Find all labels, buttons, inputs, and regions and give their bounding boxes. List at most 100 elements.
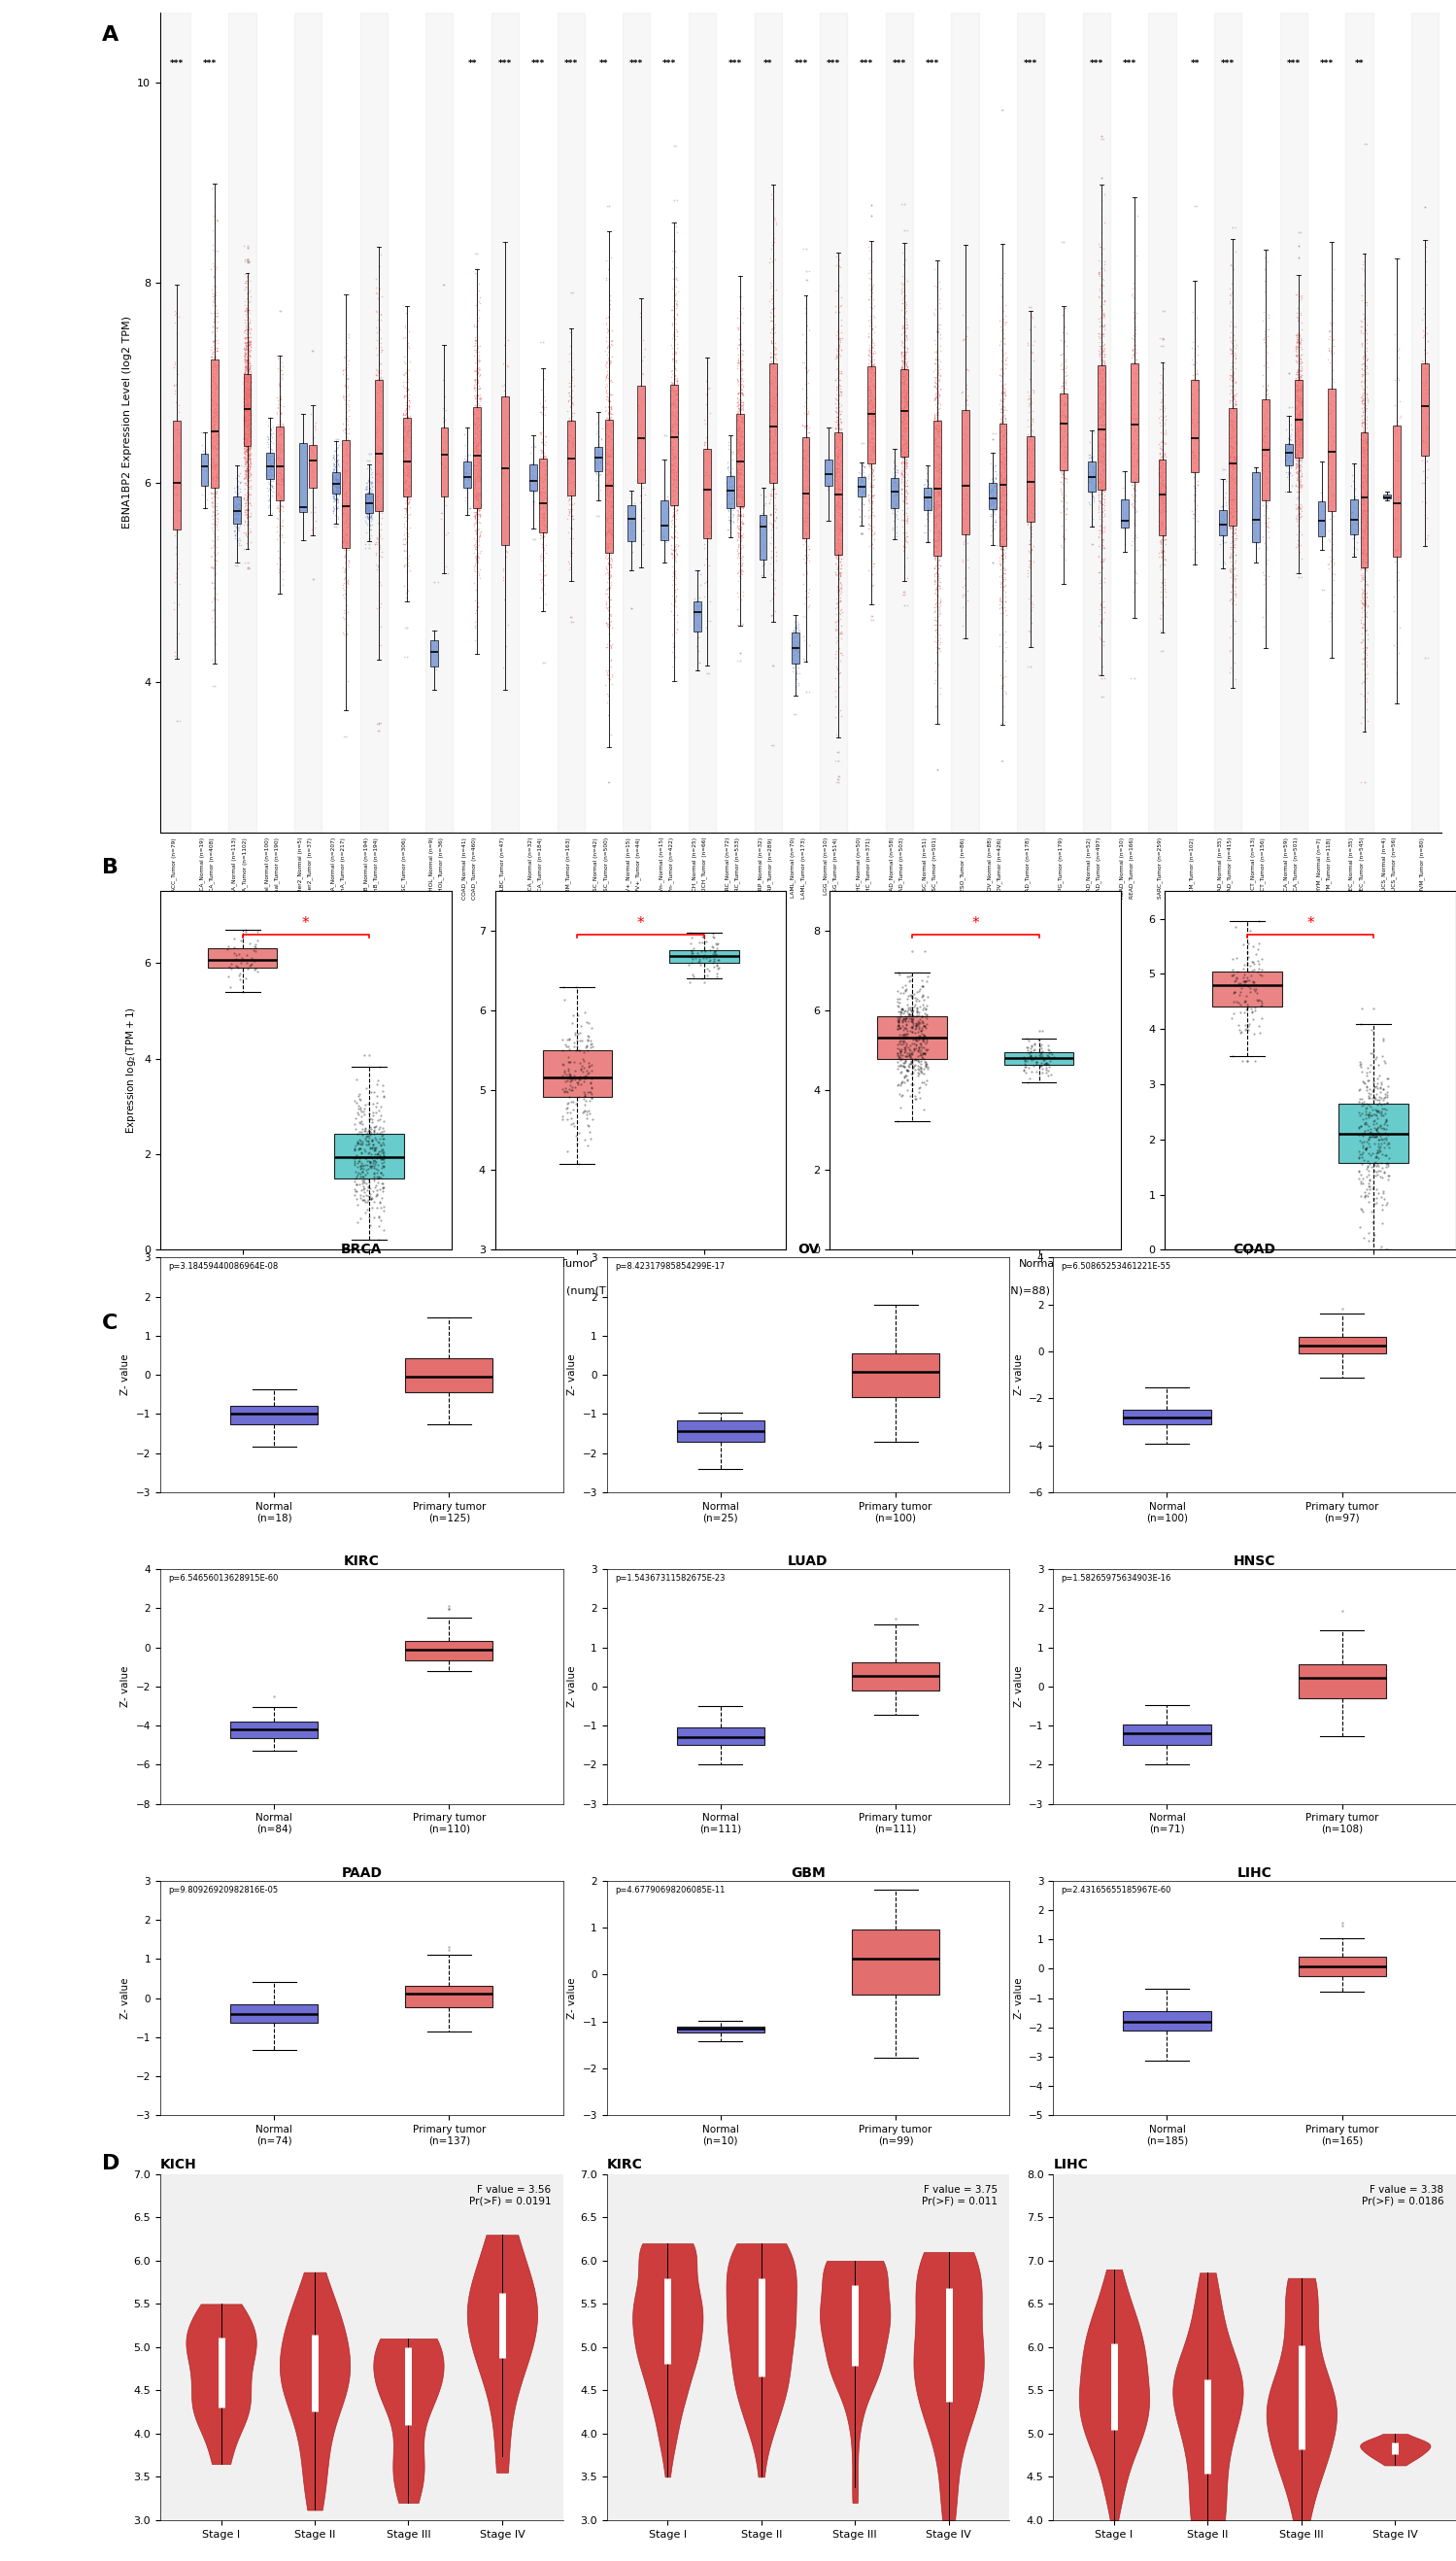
Point: [795, 512, 818, 553]
Point: [395, 507, 418, 548]
Point: [826, 581, 849, 622]
Point: [1035, 1035, 1059, 1076]
Point: [891, 389, 914, 430]
Point: [890, 435, 913, 476]
Point: [596, 405, 619, 446]
Point: [1286, 297, 1309, 338]
Point: [237, 415, 261, 456]
Point: [236, 448, 259, 489]
Point: [531, 507, 555, 548]
Point: [993, 494, 1016, 535]
Point: [363, 1070, 386, 1111]
Point: [890, 443, 913, 484]
Point: [577, 1053, 600, 1094]
Point: [1286, 384, 1309, 425]
Point: [890, 330, 913, 371]
Point: [828, 433, 852, 474]
Point: [994, 520, 1018, 561]
Point: [665, 489, 689, 530]
Point: [990, 497, 1013, 538]
Point: [993, 412, 1016, 453]
Point: [725, 433, 748, 474]
Point: [913, 1017, 936, 1058]
Point: [894, 415, 917, 456]
Point: [559, 366, 582, 407]
Point: [562, 1022, 585, 1063]
Point: [893, 425, 916, 466]
Point: [236, 379, 259, 420]
Point: [1016, 384, 1040, 425]
Point: [893, 545, 916, 586]
Point: [1016, 1027, 1040, 1068]
Point: [929, 515, 952, 556]
Point: [725, 497, 748, 538]
Point: [303, 440, 326, 481]
Point: [1369, 1158, 1392, 1199]
Point: [397, 481, 421, 522]
Point: [469, 433, 492, 474]
Point: [891, 364, 914, 405]
Point: [322, 476, 345, 517]
Point: [1284, 451, 1307, 492]
Point: [925, 341, 948, 382]
Point: [795, 351, 818, 392]
Point: [205, 397, 229, 438]
Point: [357, 1132, 380, 1173]
Point: [1077, 461, 1101, 502]
Point: [271, 515, 294, 556]
Point: [989, 325, 1012, 366]
Point: [594, 545, 617, 586]
Point: [1077, 456, 1101, 497]
Point: [1354, 627, 1377, 668]
Point: [239, 415, 262, 456]
Point: [863, 494, 887, 535]
Point: [981, 494, 1005, 535]
Point: [1284, 425, 1307, 466]
Point: [1088, 481, 1111, 522]
Point: [925, 407, 948, 448]
Text: C: C: [102, 1314, 118, 1334]
Point: [236, 346, 259, 387]
Point: [983, 476, 1006, 517]
Point: [205, 430, 229, 471]
Point: [256, 417, 280, 458]
Point: [365, 1132, 389, 1173]
Point: [466, 479, 489, 520]
Point: [729, 397, 753, 438]
Point: [858, 295, 881, 335]
Point: [304, 402, 328, 443]
Point: [1277, 430, 1300, 471]
Point: [994, 412, 1018, 453]
Point: [326, 497, 349, 538]
Point: [990, 410, 1013, 451]
Point: [205, 497, 229, 538]
Point: [1321, 474, 1344, 515]
Point: [827, 581, 850, 622]
Point: [518, 471, 542, 512]
Point: [727, 379, 750, 420]
Point: [860, 476, 884, 517]
Point: [368, 1096, 392, 1137]
Point: [760, 397, 783, 438]
Point: [597, 371, 620, 412]
Point: [1361, 1114, 1385, 1155]
Point: [204, 456, 227, 497]
Point: [397, 348, 421, 389]
Point: [1286, 330, 1309, 371]
Point: [1284, 553, 1307, 594]
Point: [661, 448, 684, 489]
Point: [430, 415, 453, 456]
Point: [598, 520, 622, 561]
Point: [397, 456, 421, 497]
Point: [1233, 963, 1257, 1004]
Point: [860, 423, 884, 464]
Point: [335, 376, 358, 417]
Point: [588, 440, 612, 481]
Point: [561, 400, 584, 440]
Point: [529, 561, 552, 602]
Point: [598, 341, 622, 382]
Point: [1088, 364, 1111, 405]
Point: [1092, 417, 1115, 458]
Point: [893, 405, 916, 446]
Point: [323, 469, 347, 510]
